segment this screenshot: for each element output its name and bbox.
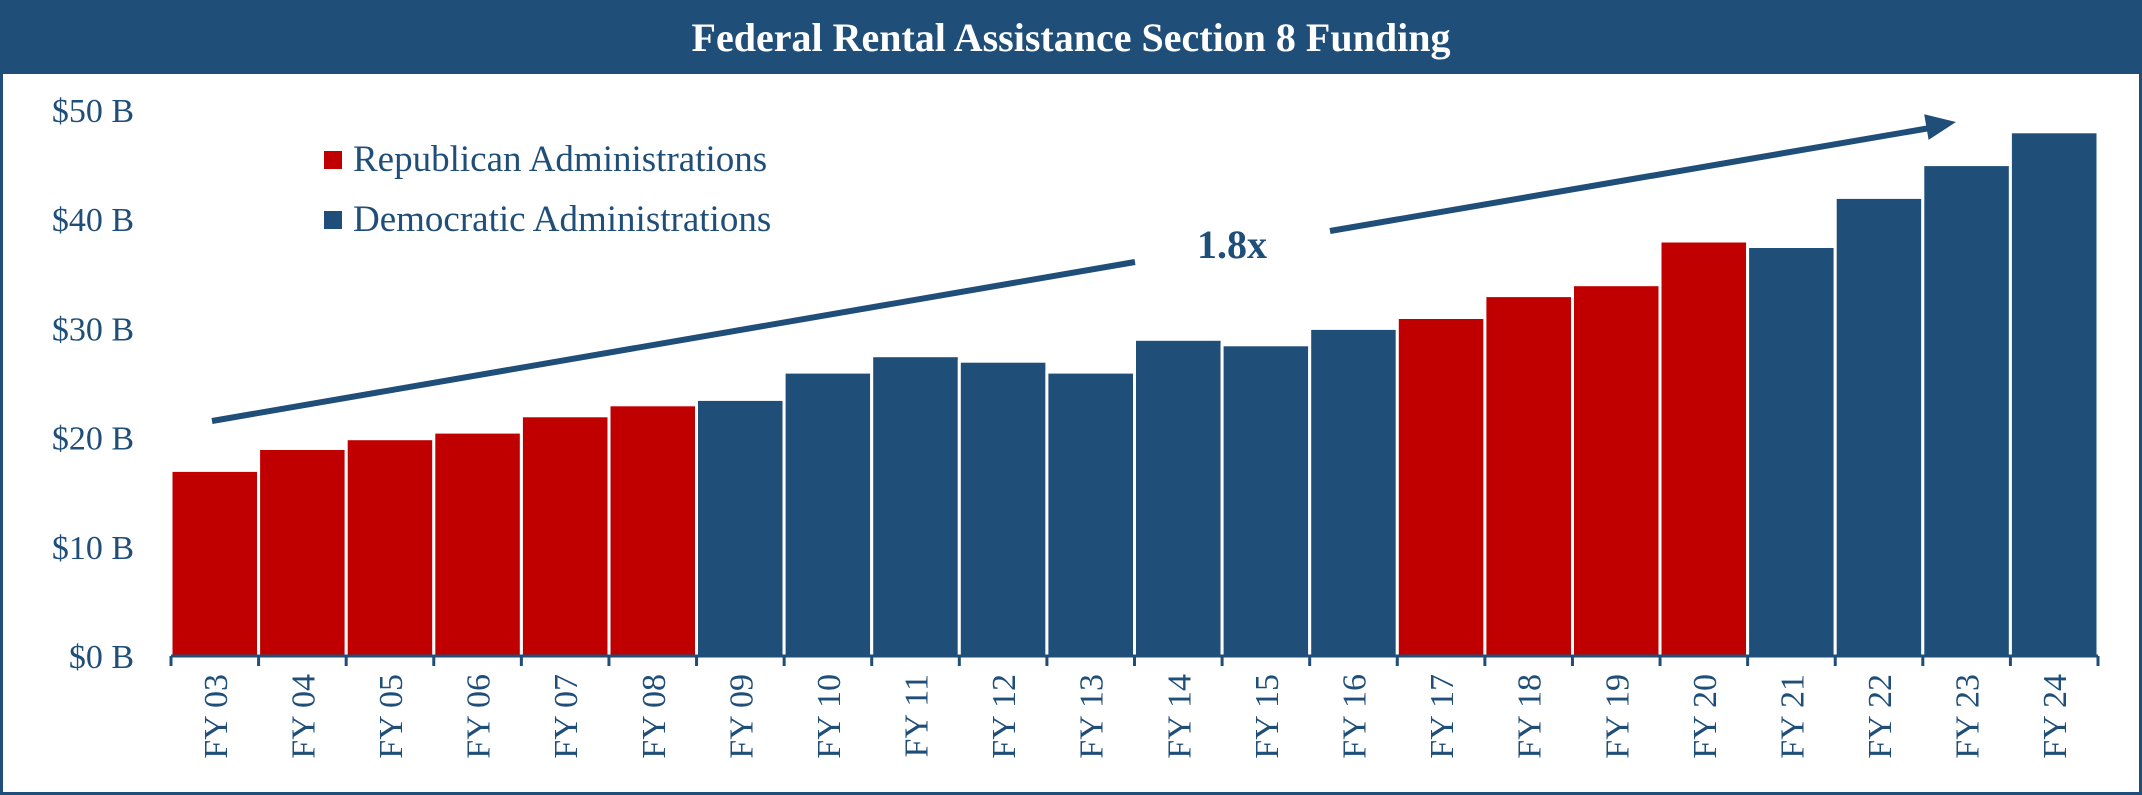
growth-annotation: 1.8x [1197, 222, 1267, 267]
x-tick-label: FY 04 [285, 674, 322, 759]
x-tick-label: FY 18 [1512, 674, 1549, 759]
x-tick-label: FY 22 [1862, 674, 1899, 759]
bar-fy-04 [257, 447, 348, 658]
x-tick-label: FY 05 [373, 674, 410, 759]
x-tick-label: FY 17 [1424, 674, 1461, 759]
legend-label: Republican Administrations [353, 139, 767, 180]
trend-arrow-line-left [211, 259, 1136, 424]
bar-fy-08 [607, 403, 699, 658]
x-tick-label: FY 21 [1774, 674, 1811, 759]
bar-fy-18 [1483, 294, 1575, 658]
x-tick-label: FY 07 [548, 674, 585, 759]
bar-fy-17 [1395, 316, 1487, 658]
trend-arrow-line-right [1329, 125, 1931, 234]
bar-fy-21 [1746, 245, 1837, 658]
legend-swatch-democratic [324, 211, 342, 229]
bar-fy-19 [1571, 283, 1662, 658]
bar-fy-07 [519, 414, 611, 658]
bar-fy-05 [344, 437, 436, 658]
bar-fy-16 [1308, 326, 1399, 658]
x-tick-label: FY 10 [811, 674, 848, 759]
bar-fy-23 [1921, 163, 2012, 658]
y-tick-label: $10 B [52, 530, 134, 567]
chart-title: Federal Rental Assistance Section 8 Fund… [0, 0, 2142, 74]
bar-chart: FY 03 FY 04 FY 05 FY 06 FY 07 FY 08 FY 09 FY 10… [52, 93, 2100, 759]
x-tick-label: FY 12 [986, 674, 1023, 759]
y-tick-label: $20 B [52, 421, 134, 458]
trend-arrowhead-icon [1924, 114, 1956, 140]
legend-label: Democratic Administrations [353, 199, 771, 240]
bar-fy-06 [432, 430, 523, 658]
bar-fy-15 [1220, 343, 1312, 658]
bar-fy-11 [870, 354, 961, 658]
x-tick-label: FY 24 [2037, 674, 2074, 759]
y-tick-label: $30 B [52, 311, 134, 348]
x-tick-label: FY 06 [461, 674, 498, 759]
y-tick-label: $40 B [52, 202, 134, 239]
x-tick-label: FY 20 [1687, 674, 1724, 759]
bar-fy-09 [695, 397, 786, 658]
x-tick-label: FY 19 [1599, 674, 1636, 759]
x-tick-label: FY 09 [723, 674, 760, 759]
bar-fy-12 [957, 359, 1049, 658]
x-tick-label: FY 03 [198, 674, 235, 759]
x-tick-label: FY 11 [899, 674, 936, 757]
x-tick-label: FY 15 [1249, 674, 1286, 759]
bar-fy-14 [1133, 337, 1224, 658]
bar-fy-13 [1045, 370, 1137, 658]
x-tick-label: FY 23 [1950, 674, 1987, 759]
legend-swatch-republican [324, 151, 342, 169]
x-tick-label: FY 14 [1161, 674, 1198, 759]
y-tick-label: $50 B [52, 93, 134, 130]
bar-fy-20 [1658, 239, 1750, 658]
bar-fy-10 [782, 370, 874, 658]
x-tick-label: FY 08 [636, 674, 673, 759]
x-tick-label: FY 13 [1074, 674, 1111, 759]
x-tick-label: FY 16 [1337, 674, 1374, 759]
y-tick-label: $0 B [69, 639, 134, 676]
bar-fy-24 [2008, 130, 2100, 658]
bar-fy-03 [169, 468, 261, 658]
bar-fy-22 [1833, 195, 1925, 658]
